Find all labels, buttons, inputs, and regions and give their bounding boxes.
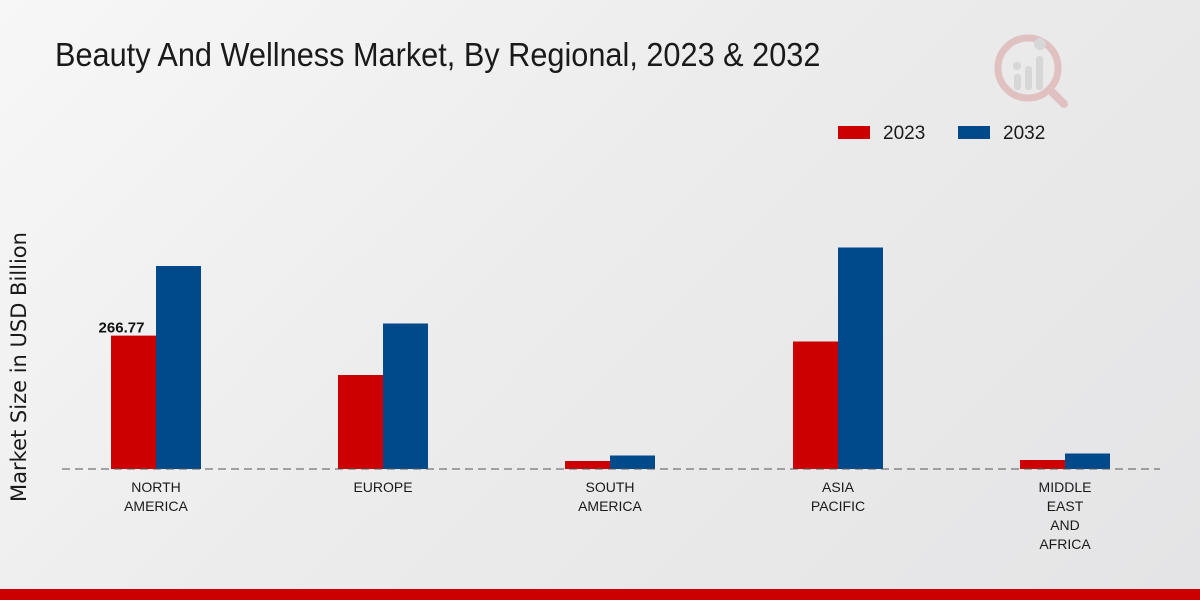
bar-2023-0 [111, 335, 156, 469]
brand-logo-icon [994, 34, 1068, 108]
bar-2023-1 [338, 375, 383, 469]
bar-2032-4 [1065, 453, 1110, 469]
bar-2032-0 [156, 266, 201, 469]
bottom-accent-bar [0, 589, 1200, 600]
x-tick-label-2-0: SOUTH [586, 479, 635, 495]
x-tick-label-4-3: AFRICA [1039, 536, 1091, 552]
bar-2023-4 [1020, 460, 1065, 469]
x-tick-label-1-0: EUROPE [353, 479, 412, 495]
legend-label-2032: 2032 [1003, 123, 1045, 144]
x-tick-label-0-0: NORTH [131, 479, 181, 495]
legend-label-2023: 2023 [883, 123, 925, 144]
x-tick-label-4-1: EAST [1047, 498, 1084, 514]
x-tick-label-3-0: ASIA [822, 479, 855, 495]
x-tick-label-0-1: AMERICA [124, 498, 188, 514]
y-axis-label: Market Size in USD Billion [7, 232, 31, 502]
x-tick-label-4-0: MIDDLE [1039, 479, 1092, 495]
x-tick-label-4-2: AND [1050, 517, 1080, 533]
bar-2032-2 [610, 455, 655, 469]
data-label-0: 266.77 [99, 320, 145, 337]
bar-2023-3 [793, 341, 838, 469]
x-tick-label-3-1: PACIFIC [811, 498, 865, 514]
chart-title: Beauty And Wellness Market, By Regional,… [55, 36, 821, 73]
legend-swatch-2032 [958, 126, 990, 139]
x-tick-label-2-1: AMERICA [578, 498, 642, 514]
bar-2023-2 [565, 461, 610, 469]
legend-swatch-2023 [838, 126, 870, 139]
bar-2032-1 [383, 323, 428, 469]
bar-2032-3 [838, 247, 883, 469]
